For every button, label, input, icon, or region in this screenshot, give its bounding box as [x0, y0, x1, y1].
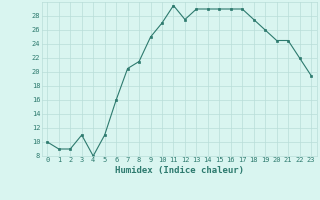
X-axis label: Humidex (Indice chaleur): Humidex (Indice chaleur)	[115, 166, 244, 175]
